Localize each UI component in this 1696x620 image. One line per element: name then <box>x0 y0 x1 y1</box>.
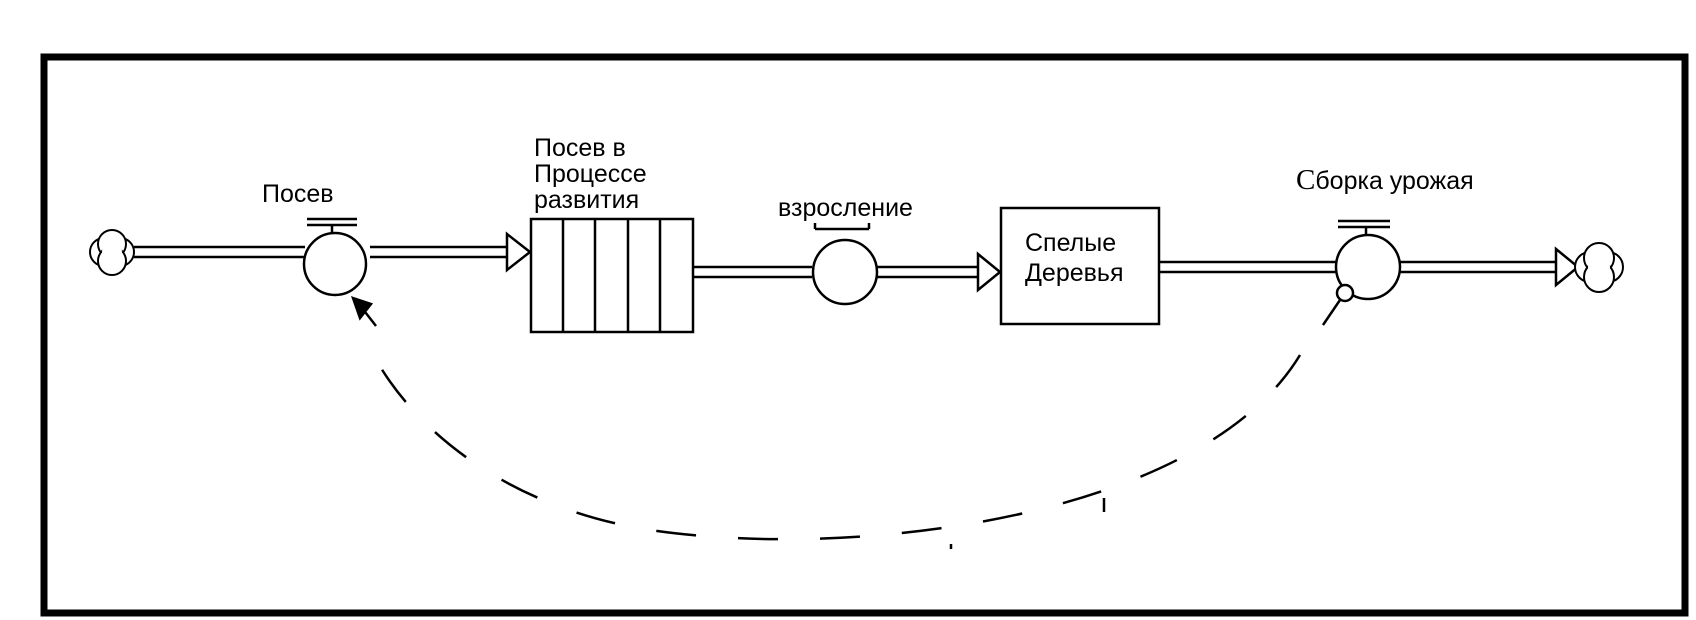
harvest-flow-label-initial: С <box>1296 164 1316 196</box>
mature-trees-stock-label: Спелые Деревья <box>1025 229 1124 287</box>
sink-cloud-icon <box>1574 242 1624 293</box>
maturation-valve-icon <box>811 223 879 306</box>
maturation-flow-label: взросление <box>778 194 913 222</box>
sowing-flow-label: Посев <box>262 180 334 208</box>
maturation-flow-pipe <box>693 251 1002 293</box>
source-cloud-icon <box>89 229 135 276</box>
harvest-flow-label: Сборка урожая <box>1296 164 1474 196</box>
conveyor-stock <box>529 217 695 334</box>
sowing-flow-pipe <box>134 231 533 273</box>
connector-arrowhead-icon <box>350 296 374 321</box>
connector-origin-icon <box>1335 283 1355 303</box>
harvest-valve-icon <box>1334 219 1402 301</box>
mature-trees-stock <box>999 206 1161 326</box>
feedback-connector <box>350 283 1355 549</box>
diagram-frame <box>40 53 1689 617</box>
in-progress-stock-label: Посев в Процессе развития <box>534 134 647 214</box>
harvest-flow-pipe <box>1159 246 1580 288</box>
sowing-valve-icon <box>302 217 368 297</box>
harvest-flow-label-rest: борка урожая <box>1315 167 1474 195</box>
